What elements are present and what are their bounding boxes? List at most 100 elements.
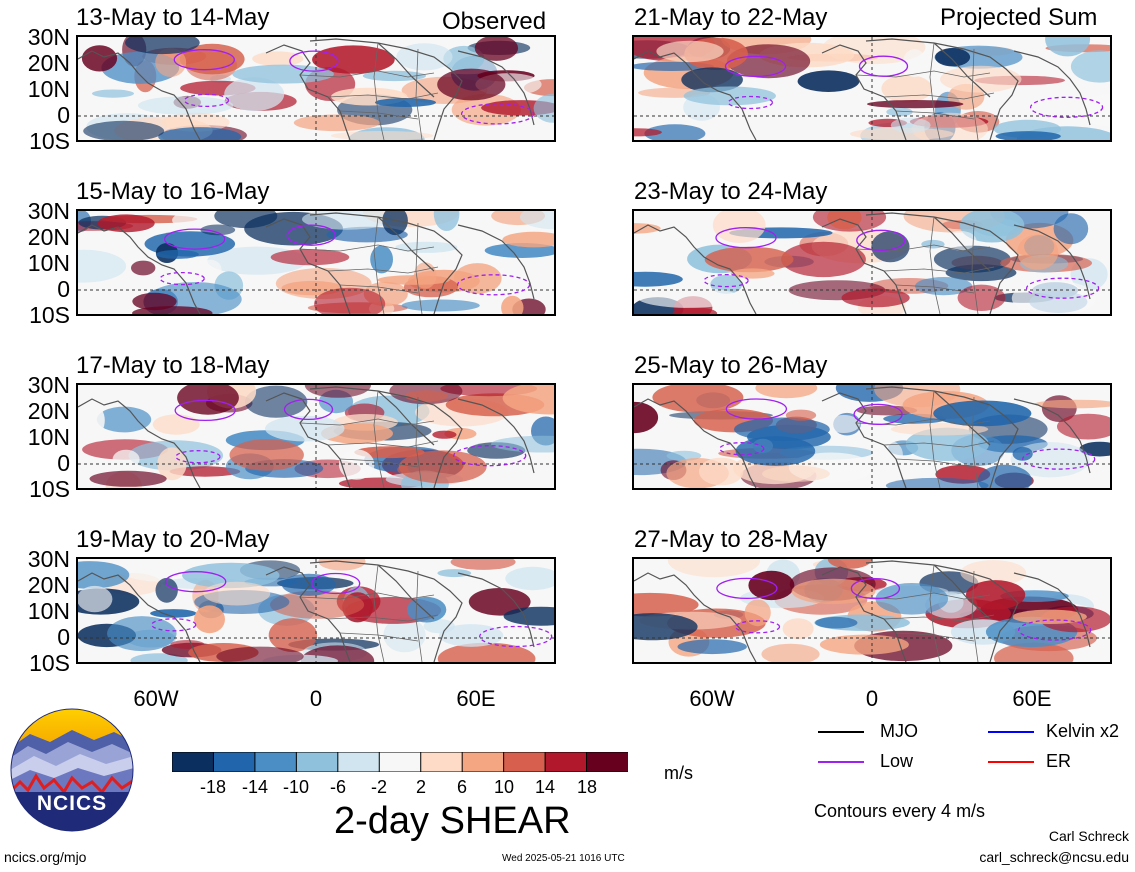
- panel-title-2: 21-May to 22-May: [634, 4, 828, 31]
- lat-tick-10n: 10N: [27, 598, 70, 624]
- low-contour: [853, 403, 903, 426]
- ncics-logo: NCICS: [10, 708, 134, 832]
- colorbar-swatch: [461, 751, 505, 773]
- legend-label-er: ER: [1046, 751, 1072, 771]
- low-contour: [286, 224, 336, 246]
- colorbar-swatch: [212, 751, 256, 773]
- colorbar-tick: 18: [576, 777, 598, 797]
- low-contour: [856, 229, 906, 251]
- shear-map-panel-1: [76, 35, 556, 142]
- colorbar-swatch: [586, 751, 629, 773]
- legend-swatch-low: [818, 761, 864, 763]
- lat-tick-20n: 20N: [27, 572, 70, 598]
- low-contour: [175, 450, 221, 464]
- footer-timestamp: Wed 2025-05-21 1016 UTC: [502, 853, 625, 864]
- shear-map-panel-4: [632, 209, 1112, 316]
- low-contour: [165, 571, 227, 593]
- low-contour: [725, 398, 788, 420]
- coastline: [78, 386, 535, 488]
- colorbar-swatch: [378, 751, 422, 773]
- coastline: [634, 386, 1091, 488]
- low-contour: [174, 399, 236, 422]
- coastline: [634, 38, 1091, 140]
- shear-field: [634, 37, 1110, 140]
- country-borders: [855, 42, 995, 140]
- colorbar-tick: -14: [241, 777, 269, 797]
- low-contour: [456, 274, 531, 296]
- colorbar-swatch: [544, 751, 588, 773]
- colorbar-tick: 10: [493, 777, 515, 797]
- colorbar-swatch: [420, 751, 464, 773]
- shear-map-panel-3: [76, 209, 556, 316]
- shear-map-panel-6: [632, 383, 1112, 490]
- low-contour: [283, 398, 334, 421]
- colorbar-tick: 6: [456, 777, 468, 797]
- colorbar-tick: -10: [282, 777, 310, 797]
- legend-swatch-er: [988, 761, 1034, 763]
- lat-tick-eq: 0: [57, 276, 70, 302]
- country-borders: [299, 216, 439, 314]
- colorbar-swatch: [337, 751, 381, 773]
- shear-field: [78, 559, 554, 662]
- country-borders: [855, 564, 995, 662]
- footer-author: Carl Schreck: [1048, 828, 1129, 844]
- shear-map-panel-5: [76, 383, 556, 490]
- panel-title-8: 27-May to 28-May: [634, 526, 828, 553]
- shear-field: [634, 559, 1110, 662]
- lat-tick-eq: 0: [57, 450, 70, 476]
- low-contour: [716, 577, 778, 600]
- country-borders: [855, 216, 995, 314]
- lat-tick-10s: 10S: [29, 302, 70, 328]
- country-borders: [299, 390, 439, 488]
- low-contour: [724, 55, 787, 78]
- shear-field: [634, 385, 1110, 488]
- legend-label-low: Low: [880, 751, 914, 771]
- lon-tick-60e-left: 60E: [456, 686, 496, 711]
- low-contour: [858, 55, 909, 77]
- lat-tick-10n: 10N: [27, 424, 70, 450]
- shear-map-panel-7: [76, 557, 556, 664]
- lat-tick-eq: 0: [57, 624, 70, 650]
- colorbar-swatch: [503, 751, 547, 773]
- legend-label-mjo: MJO: [880, 721, 918, 741]
- lon-tick-60w-left: 60W: [133, 686, 179, 711]
- ncics-logo-text: NCICS: [36, 792, 108, 815]
- lat-tick-30n: 30N: [27, 24, 70, 50]
- shear-field: [82, 385, 554, 488]
- low-contour: [1022, 448, 1096, 470]
- lon-tick-60w-right: 60W: [689, 686, 735, 711]
- shear-field: [634, 211, 1108, 314]
- lat-tick-20n: 20N: [27, 398, 70, 424]
- contour-interval-note: Contours every 4 m/s: [814, 801, 986, 821]
- low-contour: [850, 577, 901, 600]
- lat-tick-10s: 10S: [29, 128, 70, 154]
- colorbar-tick: -2: [370, 777, 388, 797]
- low-contour: [715, 227, 777, 249]
- colorbar-title: 2-day SHEAR: [334, 800, 571, 842]
- country-borders: [299, 42, 439, 140]
- coastline: [78, 212, 535, 314]
- footer-url: ncics.org/mjo: [4, 849, 87, 865]
- lat-tick-10n: 10N: [27, 250, 70, 276]
- low-contour: [734, 620, 781, 634]
- panel-title-7: 19-May to 20-May: [76, 526, 270, 553]
- country-borders: [855, 390, 995, 488]
- footer-email: carl_schreck@ncsu.edu: [979, 849, 1129, 865]
- coastline: [634, 212, 1091, 314]
- colorbar-units: m/s: [664, 763, 693, 783]
- lat-tick-20n: 20N: [27, 50, 70, 76]
- shear-field: [78, 211, 554, 314]
- lon-tick-60e-right: 60E: [1012, 686, 1052, 711]
- panel-title-4: 23-May to 24-May: [634, 178, 828, 205]
- coastline: [78, 560, 535, 662]
- lat-tick-10n: 10N: [27, 76, 70, 102]
- panel-title-6: 25-May to 26-May: [634, 352, 828, 379]
- low-contour: [173, 49, 235, 71]
- lat-tick-10s: 10S: [29, 650, 70, 676]
- lon-tick-0-right: 0: [865, 686, 879, 711]
- low-contour: [151, 618, 197, 632]
- colorbar-swatches: [171, 751, 629, 773]
- shear-map-panel-8: [632, 557, 1112, 664]
- low-contour: [164, 228, 226, 250]
- low-contour: [159, 271, 205, 286]
